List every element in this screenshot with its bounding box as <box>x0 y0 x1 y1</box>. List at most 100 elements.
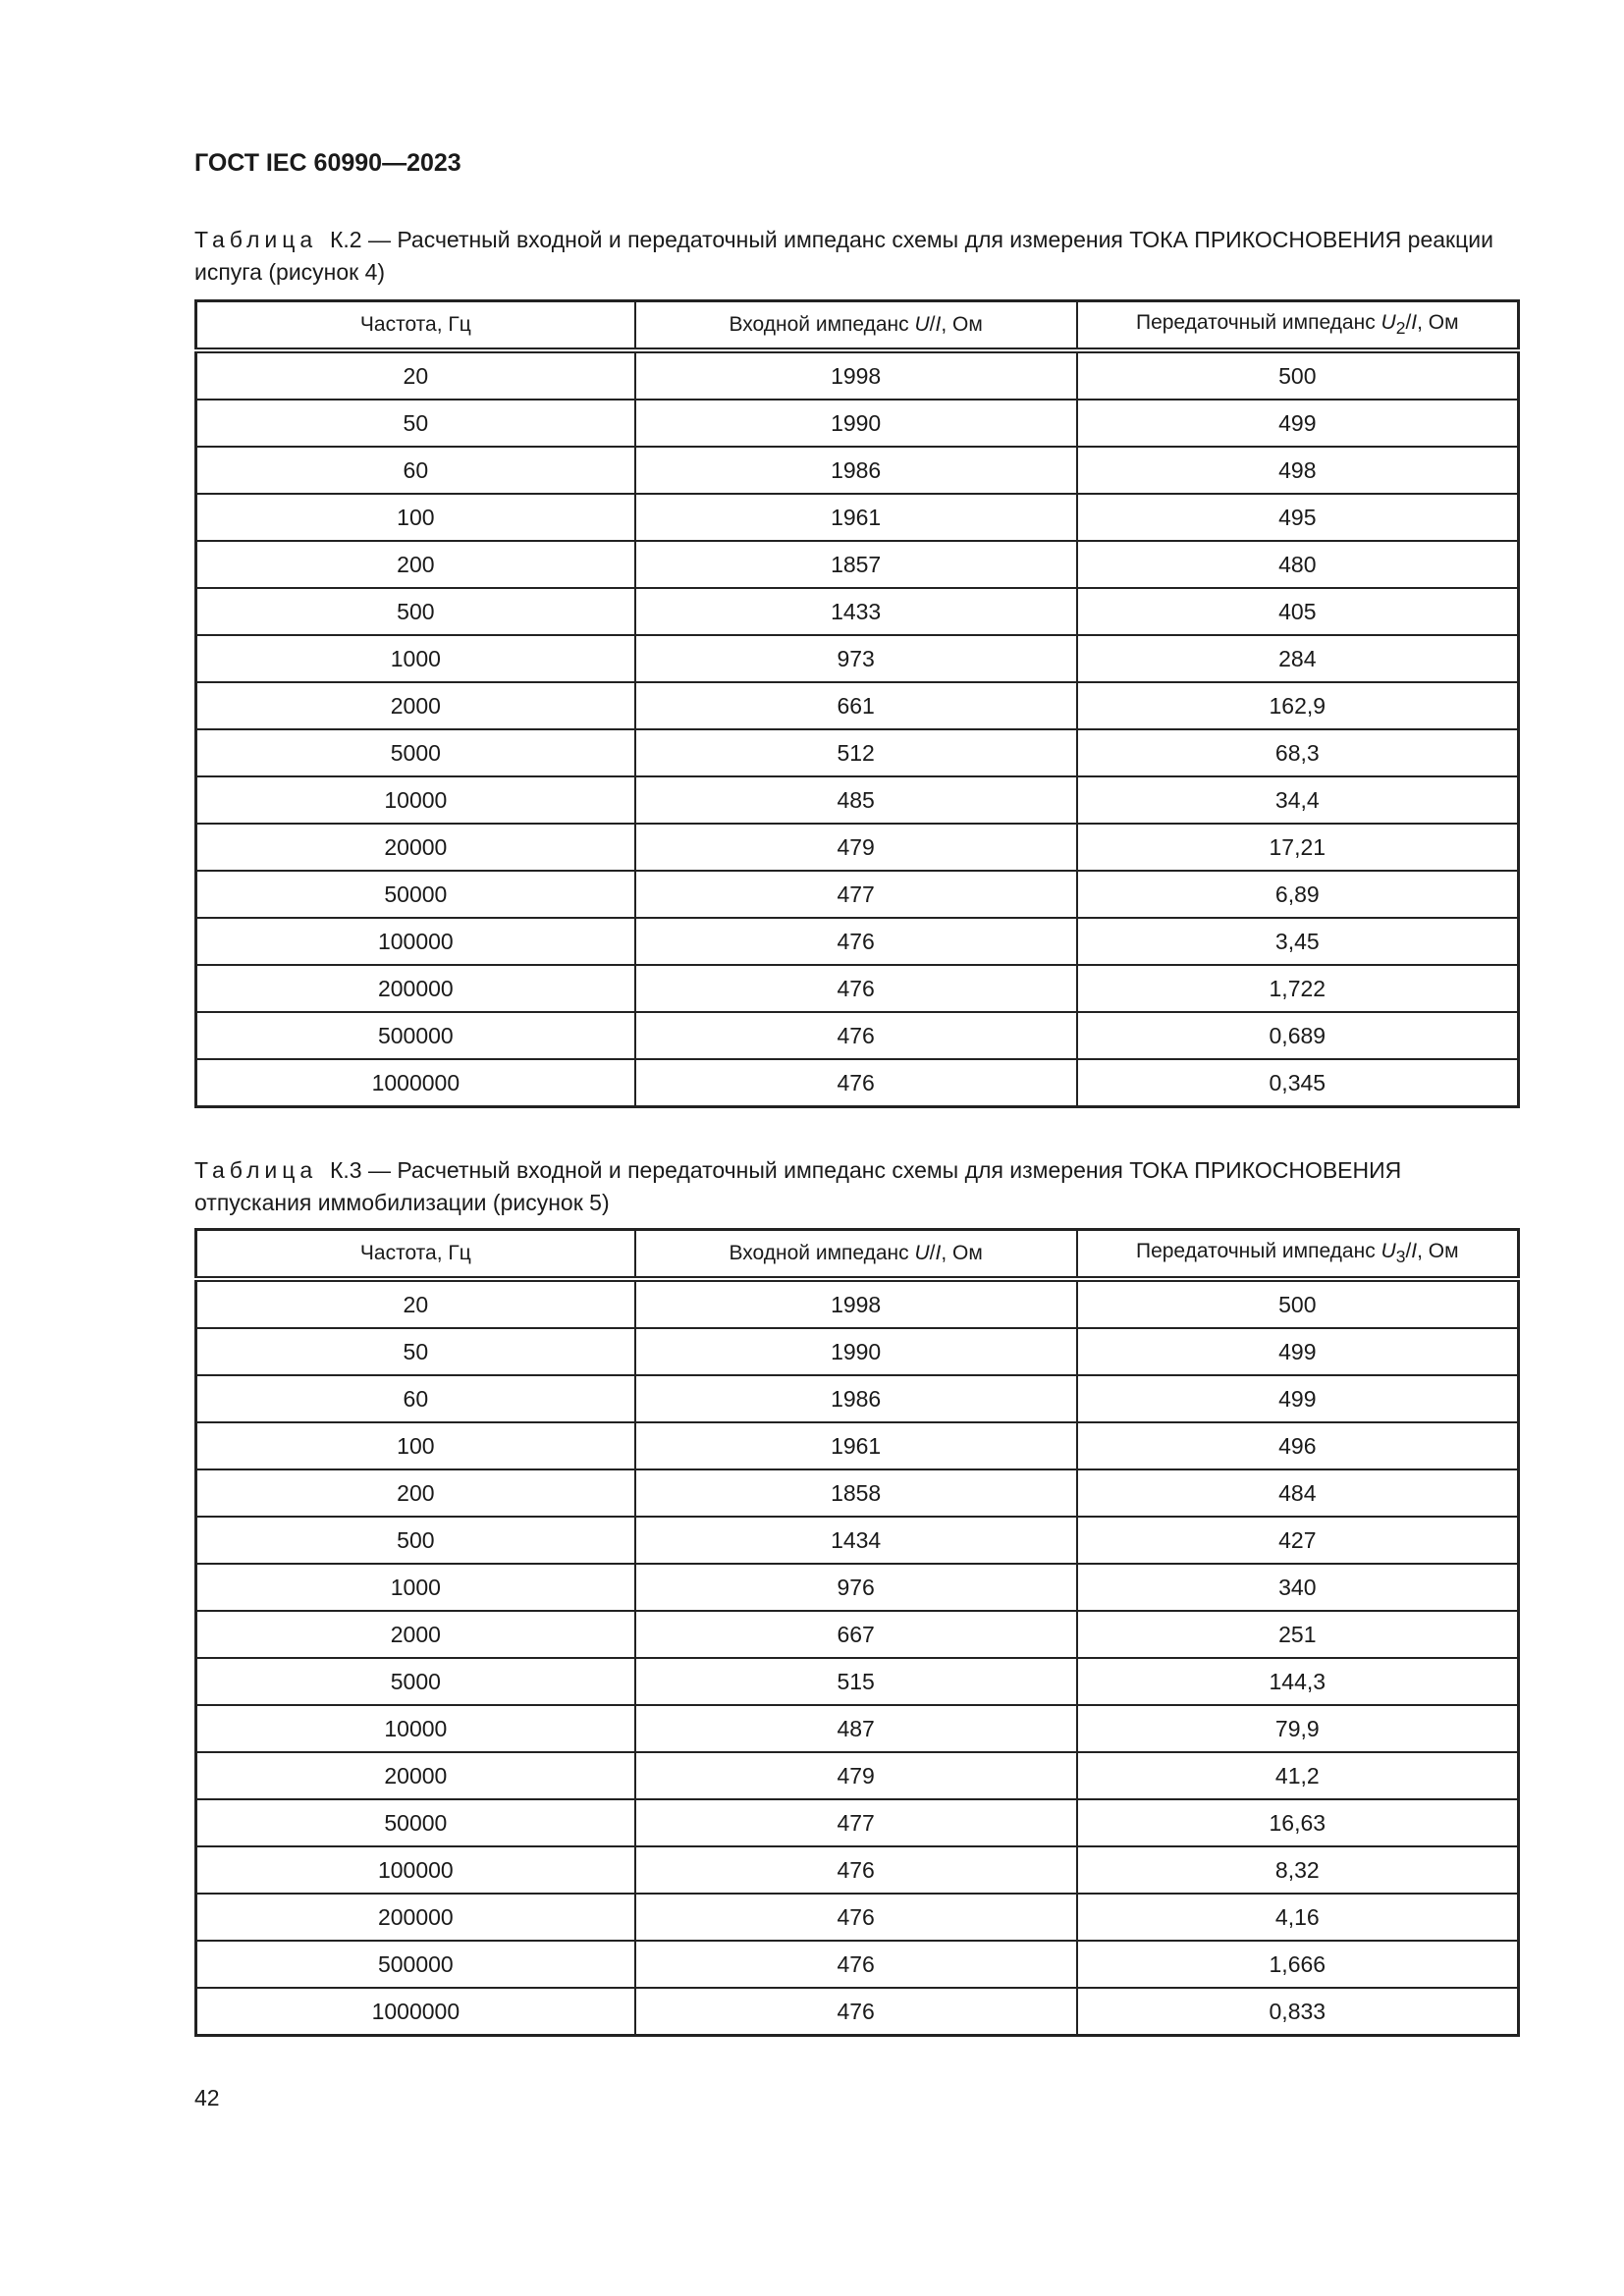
header-row: Частота, Гц Входной импеданс U/I, Ом Перед… <box>194 1228 1520 1280</box>
table-row: 500000 476 1,666 <box>194 1940 1520 1989</box>
table-cell: 500000 <box>194 1011 636 1060</box>
table-cell: 495 <box>1075 493 1520 542</box>
table-cell: 1,666 <box>1075 1940 1520 1989</box>
table-cell: 20000 <box>194 823 636 872</box>
table-cell: 476 <box>633 1845 1078 1895</box>
table-row: 1000 973 284 <box>194 634 1520 683</box>
table-cell: 476 <box>633 964 1078 1013</box>
caption-label: Таблица <box>194 1157 318 1183</box>
table-cell: 200000 <box>194 964 636 1013</box>
table-cell: 500000 <box>194 1940 636 1989</box>
table-cell: 2000 <box>194 1610 636 1659</box>
table-cell: 1858 <box>633 1468 1078 1518</box>
table-row: 2000 661 162,9 <box>194 681 1520 730</box>
table-cell: 500 <box>194 587 636 636</box>
document-title: ГОСТ IEC 60990—2023 <box>194 149 461 177</box>
table-cell: 50 <box>194 1327 636 1376</box>
table-cell: 499 <box>1075 1327 1520 1376</box>
table-row: 500000 476 0,689 <box>194 1011 1520 1060</box>
table-row: 500 1433 405 <box>194 587 1520 636</box>
table-cell: 340 <box>1075 1563 1520 1612</box>
table-cell: 4,16 <box>1075 1893 1520 1942</box>
table-cell: 5000 <box>194 1657 636 1706</box>
table-cell: 3,45 <box>1075 917 1520 966</box>
table-row: 60 1986 499 <box>194 1374 1520 1423</box>
table-cell: 476 <box>633 1058 1078 1108</box>
table-cell: 1986 <box>633 1374 1078 1423</box>
table-cell: 1998 <box>633 349 1078 400</box>
table-cell: 162,9 <box>1075 681 1520 730</box>
table-cell: 20000 <box>194 1751 636 1800</box>
table-row: 5000 512 68,3 <box>194 728 1520 777</box>
table-cell: 100 <box>194 493 636 542</box>
table-cell: 667 <box>633 1610 1078 1659</box>
table-row: 200000 476 1,722 <box>194 964 1520 1013</box>
table-cell: 41,2 <box>1075 1751 1520 1800</box>
table-cell: 100000 <box>194 1845 636 1895</box>
table-cell: 0,689 <box>1075 1011 1520 1060</box>
table-cell: 477 <box>633 870 1078 919</box>
table-cell: 484 <box>1075 1468 1520 1518</box>
column-header: Частота, Гц <box>194 1228 636 1280</box>
table-cell: 50000 <box>194 870 636 919</box>
table-cell: 200 <box>194 1468 636 1518</box>
table-cell: 50 <box>194 399 636 448</box>
table-cell: 487 <box>633 1704 1078 1753</box>
table-cell: 60 <box>194 1374 636 1423</box>
caption-label: Таблица <box>194 227 318 252</box>
table-row: 20000 479 41,2 <box>194 1751 1520 1800</box>
table-row: 100 1961 496 <box>194 1421 1520 1470</box>
table-cell: 100000 <box>194 917 636 966</box>
table-cell: 1000000 <box>194 1058 636 1108</box>
table-row: 100000 476 3,45 <box>194 917 1520 966</box>
table-row: 200 1858 484 <box>194 1468 1520 1518</box>
table-cell: 100 <box>194 1421 636 1470</box>
table-cell: 20 <box>194 1278 636 1329</box>
table-cell: 480 <box>1075 540 1520 589</box>
table-cell: 477 <box>633 1798 1078 1847</box>
table-row: 500 1434 427 <box>194 1516 1520 1565</box>
table-cell: 476 <box>633 1987 1078 2037</box>
table-cell: 1000 <box>194 1563 636 1612</box>
table-cell: 1998 <box>633 1278 1078 1329</box>
table-row: 20 1998 500 <box>194 349 1520 400</box>
table-cell: 479 <box>633 823 1078 872</box>
column-header: Передаточный импеданс U2/I, Ом <box>1075 299 1520 351</box>
table-cell: 498 <box>1075 446 1520 495</box>
table-cell: 68,3 <box>1075 728 1520 777</box>
table-row: 1000000 476 0,833 <box>194 1987 1520 2037</box>
table-cell: 1433 <box>633 587 1078 636</box>
table-row: 50 1990 499 <box>194 1327 1520 1376</box>
table-cell: 515 <box>633 1657 1078 1706</box>
table-cell: 973 <box>633 634 1078 683</box>
table-k3: Частота, Гц Входной импеданс U/I, Ом Перед… <box>194 1228 1520 2037</box>
table-cell: 144,3 <box>1075 1657 1520 1706</box>
column-header: Входной импеданс U/I, Ом <box>633 1228 1078 1280</box>
table-row: 10000 487 79,9 <box>194 1704 1520 1753</box>
table-row: 20000 479 17,21 <box>194 823 1520 872</box>
table-cell: 1986 <box>633 446 1078 495</box>
column-header: Входной импеданс U/I, Ом <box>633 299 1078 351</box>
table-cell: 6,89 <box>1075 870 1520 919</box>
table-row: 50 1990 499 <box>194 399 1520 448</box>
table-cell: 17,21 <box>1075 823 1520 872</box>
table-cell: 8,32 <box>1075 1845 1520 1895</box>
header-row: Частота, Гц Входной импеданс U/I, Ом Перед… <box>194 299 1520 351</box>
table-cell: 284 <box>1075 634 1520 683</box>
table-cell: 16,63 <box>1075 1798 1520 1847</box>
table-cell: 976 <box>633 1563 1078 1612</box>
table-row: 10000 485 34,4 <box>194 775 1520 825</box>
column-header: Частота, Гц <box>194 299 636 351</box>
table-cell: 20 <box>194 349 636 400</box>
table-cell: 5000 <box>194 728 636 777</box>
table-row: 200 1857 480 <box>194 540 1520 589</box>
table-cell: 500 <box>1075 1278 1520 1329</box>
table-cell: 1990 <box>633 399 1078 448</box>
table-cell: 1857 <box>633 540 1078 589</box>
table-cell: 34,4 <box>1075 775 1520 825</box>
table-cell: 10000 <box>194 775 636 825</box>
table-cell: 1000000 <box>194 1987 636 2037</box>
table-k2-caption: Таблица К.2 — Расчетный входной и переда… <box>194 224 1522 289</box>
table-row: 60 1986 498 <box>194 446 1520 495</box>
table-cell: 1961 <box>633 493 1078 542</box>
